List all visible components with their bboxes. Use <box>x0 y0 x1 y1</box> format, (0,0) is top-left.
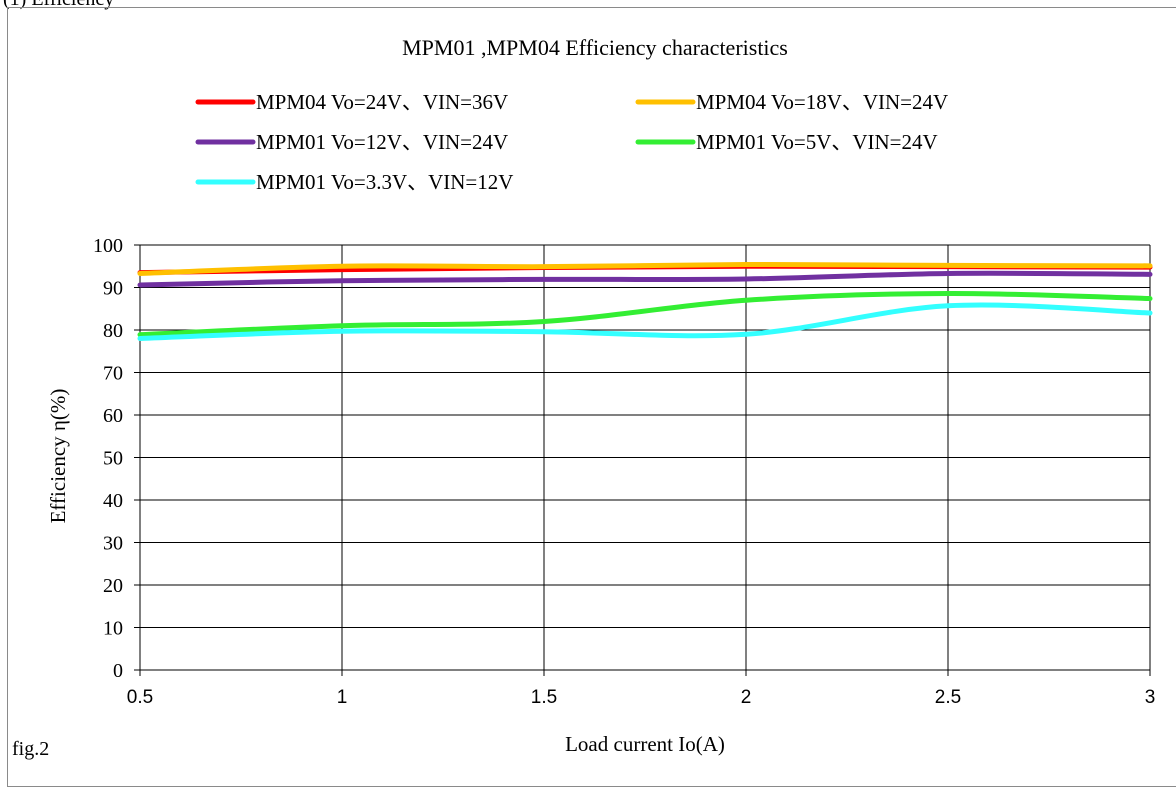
legend-label-1: MPM04 Vo=18V、VIN=24V <box>696 90 948 114</box>
x-tick-label: 0.5 <box>127 687 153 708</box>
x-axis-ticks: 0.5 1 1.5 2 2.5 3 <box>127 670 1156 708</box>
x-tick-label: 2.5 <box>935 687 961 708</box>
y-tick-label: 10 <box>103 618 123 640</box>
x-tick-label: 1 <box>337 687 348 708</box>
y-axis-label: Efficiency η(%) <box>46 389 70 524</box>
y-tick-label: 100 <box>93 235 123 257</box>
y-tick-label: 60 <box>103 405 123 427</box>
series-line-4 <box>137 302 1153 341</box>
x-tick-label: 1.5 <box>531 687 557 708</box>
chart-grid <box>139 244 1151 671</box>
y-tick-label: 50 <box>103 448 123 470</box>
figure-label: fig.2 <box>12 738 50 760</box>
section-label: (1) Efficiency <box>3 0 114 11</box>
y-axis-ticks: 0 10 20 30 40 50 60 70 80 90 100 <box>93 235 140 682</box>
series-layer <box>137 262 1153 341</box>
y-tick-label: 0 <box>113 660 123 682</box>
series-line-1 <box>137 262 1153 276</box>
series-line-3 <box>137 290 1153 338</box>
y-tick-label: 80 <box>103 320 123 342</box>
x-tick-label: 2 <box>741 687 752 708</box>
series-line-2 <box>137 270 1153 288</box>
x-axis-label: Load current Io(A) <box>565 732 725 756</box>
legend-label-3: MPM01 Vo=5V、VIN=24V <box>696 130 938 154</box>
legend-label-4: MPM01 Vo=3.3V、VIN=12V <box>256 170 513 194</box>
x-tick-label: 3 <box>1145 687 1156 708</box>
legend-label-0: MPM04 Vo=24V、VIN=36V <box>256 90 508 114</box>
chart-legend: MPM04 Vo=24V、VIN=36V MPM04 Vo=18V、VIN=24V… <box>195 90 948 194</box>
y-tick-label: 90 <box>103 278 123 300</box>
legend-label-2: MPM01 Vo=12V、VIN=24V <box>256 130 508 154</box>
y-tick-label: 20 <box>103 575 123 597</box>
chart-title: MPM01 ,MPM04 Efficiency characteristics <box>402 35 788 60</box>
y-tick-label: 30 <box>103 533 123 555</box>
y-tick-label: 40 <box>103 490 123 512</box>
y-tick-label: 70 <box>103 363 123 385</box>
